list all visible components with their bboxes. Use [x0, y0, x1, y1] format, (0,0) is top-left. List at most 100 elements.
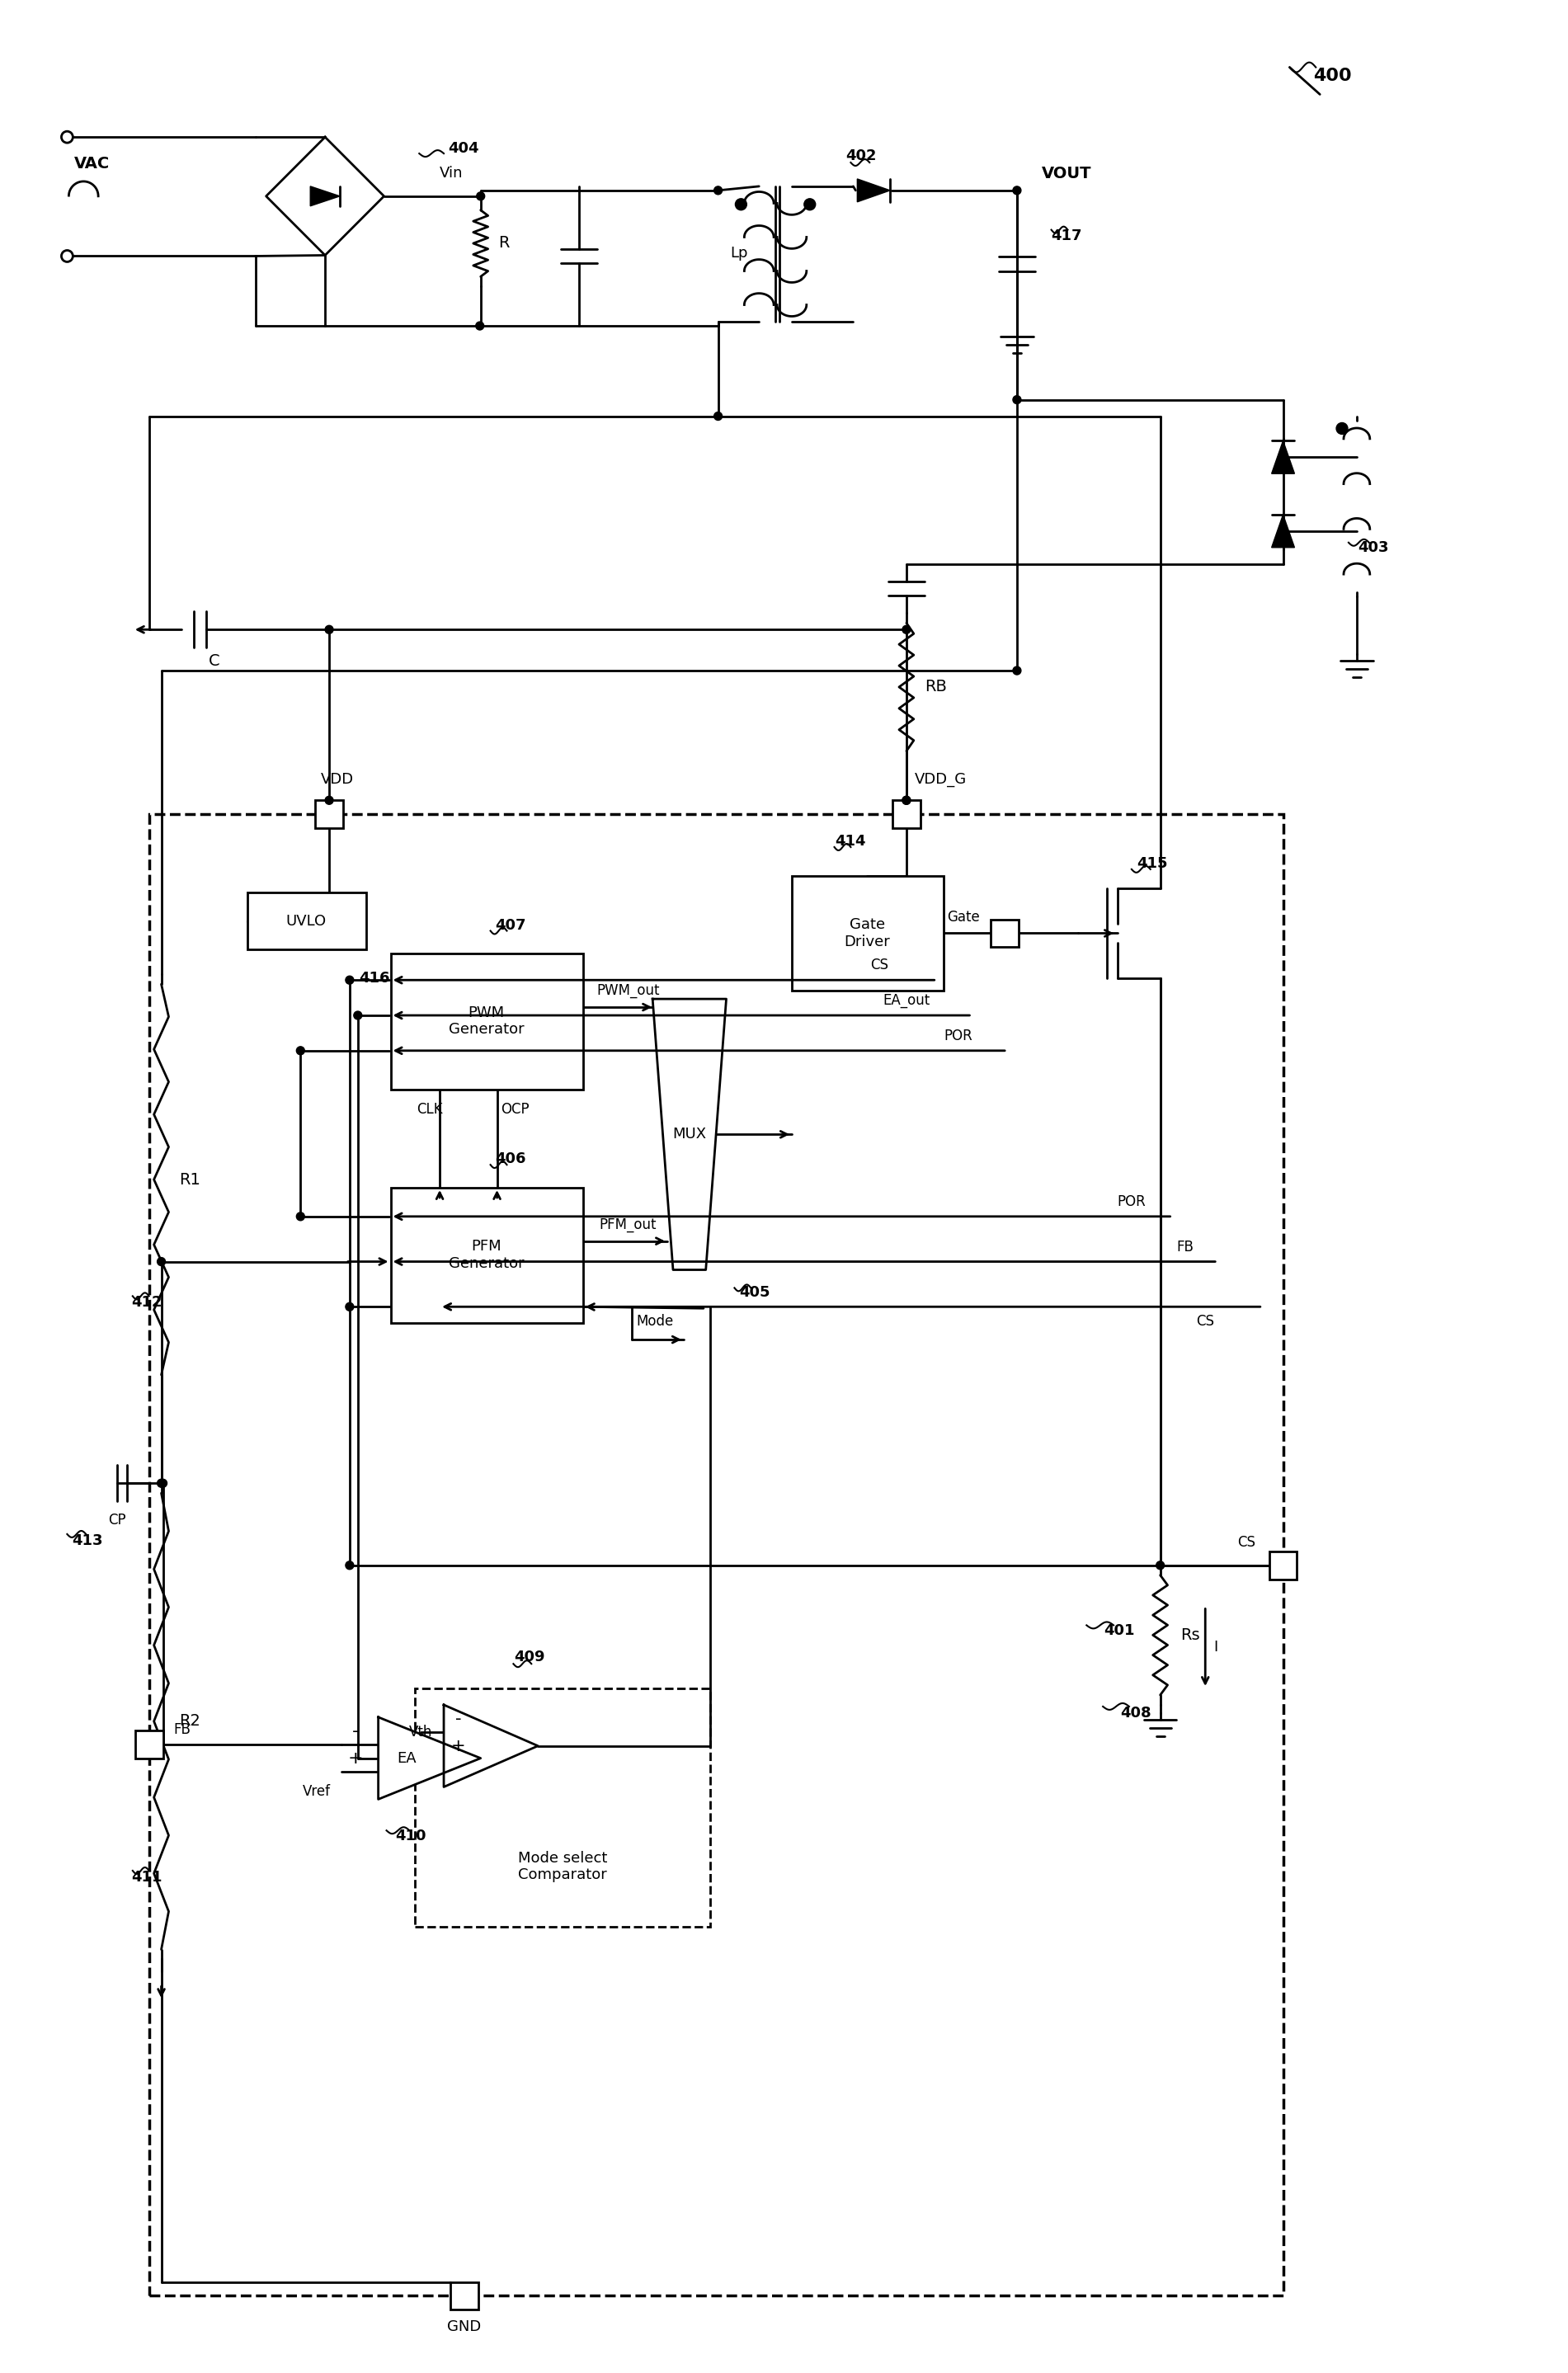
Circle shape — [1013, 396, 1021, 403]
Polygon shape — [1272, 515, 1295, 548]
Polygon shape — [444, 1704, 538, 1787]
Bar — [416, 1690, 710, 1927]
Text: 410: 410 — [395, 1830, 426, 1844]
Circle shape — [902, 797, 911, 804]
Text: Mode select
Comparator: Mode select Comparator — [517, 1851, 607, 1882]
Text: 407: 407 — [495, 918, 527, 933]
Text: 404: 404 — [448, 140, 478, 157]
Circle shape — [713, 413, 723, 420]
Text: -: - — [455, 1711, 461, 1728]
Text: CP: CP — [108, 1512, 125, 1528]
Text: CS: CS — [1237, 1535, 1256, 1550]
Text: 405: 405 — [740, 1286, 770, 1300]
Circle shape — [1336, 422, 1348, 434]
Text: PWM
Generator: PWM Generator — [448, 1006, 524, 1037]
Circle shape — [354, 1011, 362, 1020]
Bar — [315, 800, 343, 828]
Text: 416: 416 — [359, 971, 390, 985]
Circle shape — [345, 975, 354, 985]
Text: Lp: Lp — [731, 247, 748, 261]
Text: Vth: Vth — [409, 1725, 433, 1739]
Text: EA_out: EA_out — [883, 994, 930, 1009]
Circle shape — [1013, 667, 1021, 674]
Text: +: + — [348, 1749, 364, 1766]
Circle shape — [1013, 187, 1021, 195]
Circle shape — [1156, 1561, 1165, 1569]
Polygon shape — [310, 187, 340, 206]
Text: VAC: VAC — [74, 157, 110, 171]
Circle shape — [157, 1258, 165, 1265]
Bar — [1269, 1552, 1297, 1580]
Circle shape — [902, 626, 911, 634]
Polygon shape — [652, 999, 726, 1270]
Text: 412: 412 — [132, 1296, 162, 1310]
Text: CS: CS — [1196, 1315, 1214, 1329]
Text: MUX: MUX — [673, 1127, 707, 1141]
Circle shape — [296, 1046, 304, 1054]
Text: 411: 411 — [132, 1870, 162, 1884]
Circle shape — [902, 797, 911, 804]
Circle shape — [345, 1303, 354, 1310]
Text: PFM
Generator: PFM Generator — [448, 1239, 524, 1272]
Bar — [390, 1189, 583, 1324]
Text: PWM_out: PWM_out — [596, 982, 660, 999]
Text: CLK: CLK — [417, 1103, 442, 1118]
Text: Rs: Rs — [1181, 1628, 1200, 1642]
Text: 400: 400 — [1312, 66, 1352, 83]
Text: EA: EA — [397, 1751, 417, 1766]
Bar — [792, 876, 944, 992]
Text: GND: GND — [447, 2321, 481, 2335]
Text: Vin: Vin — [439, 166, 463, 180]
Circle shape — [157, 1478, 165, 1488]
Text: 402: 402 — [845, 149, 877, 164]
Text: 401: 401 — [1104, 1623, 1135, 1637]
Circle shape — [713, 187, 723, 195]
Text: VDD: VDD — [321, 771, 354, 788]
Circle shape — [296, 1213, 304, 1220]
Text: VOUT: VOUT — [1041, 166, 1091, 183]
Text: CS: CS — [870, 959, 889, 973]
Circle shape — [325, 797, 334, 804]
Bar — [248, 892, 365, 949]
Text: 403: 403 — [1358, 541, 1389, 555]
Text: I: I — [1214, 1640, 1218, 1654]
Text: RB: RB — [925, 679, 947, 695]
Text: UVLO: UVLO — [285, 914, 326, 928]
Text: 408: 408 — [1120, 1706, 1151, 1720]
Circle shape — [475, 323, 485, 330]
Circle shape — [477, 192, 485, 199]
Text: Gate: Gate — [947, 909, 980, 923]
Text: R: R — [499, 235, 510, 252]
Text: POR: POR — [1118, 1194, 1146, 1210]
Text: POR: POR — [944, 1028, 972, 1044]
Bar — [991, 918, 1019, 947]
Circle shape — [158, 1478, 168, 1488]
Bar — [892, 800, 920, 828]
Polygon shape — [378, 1718, 481, 1799]
Text: FB: FB — [1176, 1239, 1193, 1255]
Text: FB: FB — [172, 1723, 190, 1737]
Text: 406: 406 — [495, 1151, 527, 1168]
Bar — [390, 954, 583, 1089]
Bar — [450, 2283, 478, 2309]
Text: Mode: Mode — [637, 1315, 674, 1329]
Polygon shape — [1272, 441, 1295, 475]
Circle shape — [345, 1561, 354, 1569]
Text: 409: 409 — [514, 1649, 546, 1666]
Bar — [135, 1730, 163, 1758]
Text: 414: 414 — [836, 833, 866, 850]
Circle shape — [325, 626, 334, 634]
Text: R2: R2 — [179, 1713, 201, 1730]
Circle shape — [735, 199, 746, 211]
Circle shape — [804, 199, 815, 211]
Text: PFM_out: PFM_out — [599, 1217, 657, 1232]
Text: +: + — [452, 1737, 466, 1754]
Bar — [149, 814, 1283, 2295]
Text: Gate
Driver: Gate Driver — [844, 918, 891, 949]
Text: 417: 417 — [1051, 228, 1082, 242]
Text: 415: 415 — [1137, 857, 1168, 871]
Text: VDD_G: VDD_G — [914, 771, 966, 788]
Polygon shape — [858, 178, 891, 202]
Text: -: - — [351, 1723, 359, 1739]
Text: OCP: OCP — [502, 1103, 530, 1118]
